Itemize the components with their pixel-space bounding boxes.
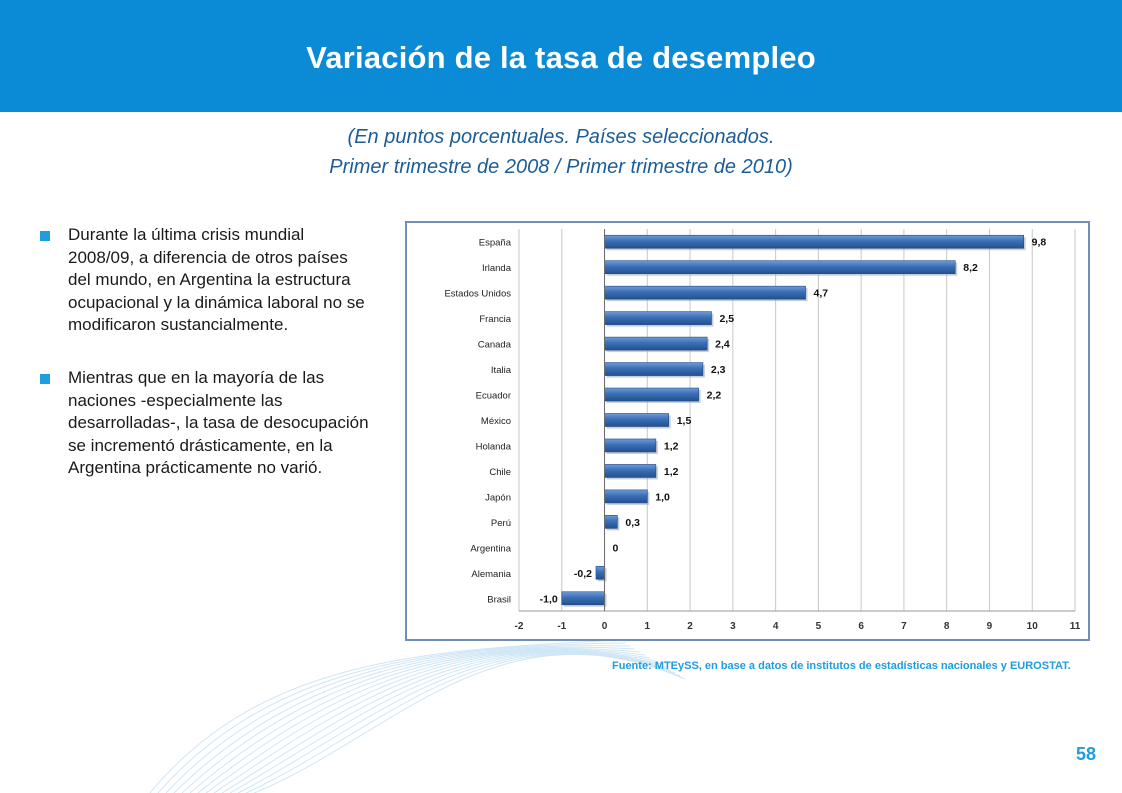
bullet-text: Durante la última crisis mundial 2008/09… <box>68 225 365 335</box>
bar <box>604 311 712 325</box>
x-tick-label: 8 <box>944 621 950 632</box>
wave-line <box>165 645 631 793</box>
bar <box>604 438 657 453</box>
bullet-item: Durante la última crisis mundial 2008/09… <box>40 224 370 337</box>
bar <box>604 260 956 275</box>
category-label: España <box>479 238 512 249</box>
wave-line <box>149 639 621 793</box>
x-tick-label: 1 <box>645 621 651 632</box>
wave-line <box>237 652 676 793</box>
data-label: 4,7 <box>814 288 829 300</box>
data-label: -1,0 <box>540 593 558 605</box>
category-label: Japón <box>485 492 511 503</box>
bar <box>604 362 704 376</box>
wave-line <box>213 651 661 793</box>
category-label: México <box>481 416 511 427</box>
bullet-item: Mientras que en la mayoría de las nacion… <box>40 367 370 480</box>
x-tick-label: 7 <box>901 621 907 632</box>
bar <box>561 591 605 606</box>
x-tick-label: -1 <box>557 621 566 632</box>
subtitle-line-2: Primer trimestre de 2008 / Primer trimes… <box>329 156 793 178</box>
chart-frame: -2 -1 0 1 2 3 4 5 6 7 8 9 10 11 España 9,8 Irlanda 8,2 Est… <box>405 221 1090 641</box>
wave-line <box>229 652 671 793</box>
bar <box>604 285 806 300</box>
data-label: 1,2 <box>664 466 679 478</box>
bar <box>604 234 1024 249</box>
x-tick-label: -2 <box>515 621 524 632</box>
page-subtitle: (En puntos porcentuales. Países seleccio… <box>200 122 922 182</box>
wave-line <box>173 646 636 793</box>
category-label: Argentina <box>470 543 511 554</box>
wave-line <box>189 648 646 793</box>
bar <box>604 515 618 529</box>
data-label: 1,5 <box>677 415 692 427</box>
page-number: 58 <box>1075 744 1096 764</box>
category-label: Ecuador <box>476 391 511 402</box>
category-label: Estados Unidos <box>444 289 511 300</box>
category-label: Chile <box>489 467 511 478</box>
data-label: 2,5 <box>719 313 734 325</box>
data-label: 2,3 <box>711 364 726 376</box>
bar <box>595 565 605 580</box>
x-tick-label: 5 <box>816 621 822 632</box>
x-tick-label: 10 <box>1027 621 1039 632</box>
bar <box>604 336 708 351</box>
bar <box>604 464 657 478</box>
data-label: 8,2 <box>963 262 978 274</box>
source-note: Fuente: MTEySS, en base a datos de insti… <box>612 660 1071 672</box>
data-label: 0,3 <box>625 517 640 529</box>
x-tick-label: 9 <box>987 621 993 632</box>
data-label: 0 <box>613 542 619 554</box>
data-label: -0,2 <box>574 568 592 580</box>
x-tick-label: 6 <box>858 621 864 632</box>
category-label: Perú <box>491 518 511 529</box>
x-tick-label: 2 <box>687 621 693 632</box>
bar-chart: -2 -1 0 1 2 3 4 5 6 7 8 9 10 11 España 9,8 Irlanda 8,2 Est… <box>444 229 1081 632</box>
wave-line <box>245 653 681 793</box>
bullet-list: Durante la última crisis mundial 2008/09… <box>40 224 370 510</box>
square-bullet-icon <box>40 231 50 241</box>
x-tick-label: 11 <box>1070 621 1081 632</box>
data-label: 2,2 <box>707 390 722 402</box>
category-label: Holanda <box>476 441 512 452</box>
x-tick-label: 0 <box>602 621 608 632</box>
category-label: Alemania <box>471 569 511 580</box>
wave-line <box>197 649 651 793</box>
bar <box>604 413 669 427</box>
data-label: 1,0 <box>655 491 670 503</box>
category-label: Canada <box>478 340 512 351</box>
wave-line <box>157 642 626 793</box>
subtitle-line-1: (En puntos porcentuales. Países seleccio… <box>347 126 775 148</box>
category-label: Irlanda <box>482 263 512 274</box>
page-title: Variación de la tasa de desempleo <box>306 40 816 75</box>
data-label: 9,8 <box>1032 237 1047 249</box>
header-bar <box>0 0 1122 112</box>
data-label: 2,4 <box>715 339 730 351</box>
wave-line <box>205 650 656 793</box>
data-label: 1,2 <box>664 440 679 452</box>
x-tick-label: 3 <box>730 621 736 632</box>
wave-line <box>253 653 686 793</box>
category-label: Francia <box>479 314 511 325</box>
category-label: Italia <box>491 365 512 376</box>
bar <box>604 489 648 504</box>
category-label: Brasil <box>487 594 511 605</box>
square-bullet-icon <box>40 373 50 384</box>
wave-line <box>181 647 641 793</box>
x-tick-label: 4 <box>773 621 779 632</box>
bullet-text: Mientras que en la mayoría de las nacion… <box>68 367 369 478</box>
bar <box>604 387 699 402</box>
